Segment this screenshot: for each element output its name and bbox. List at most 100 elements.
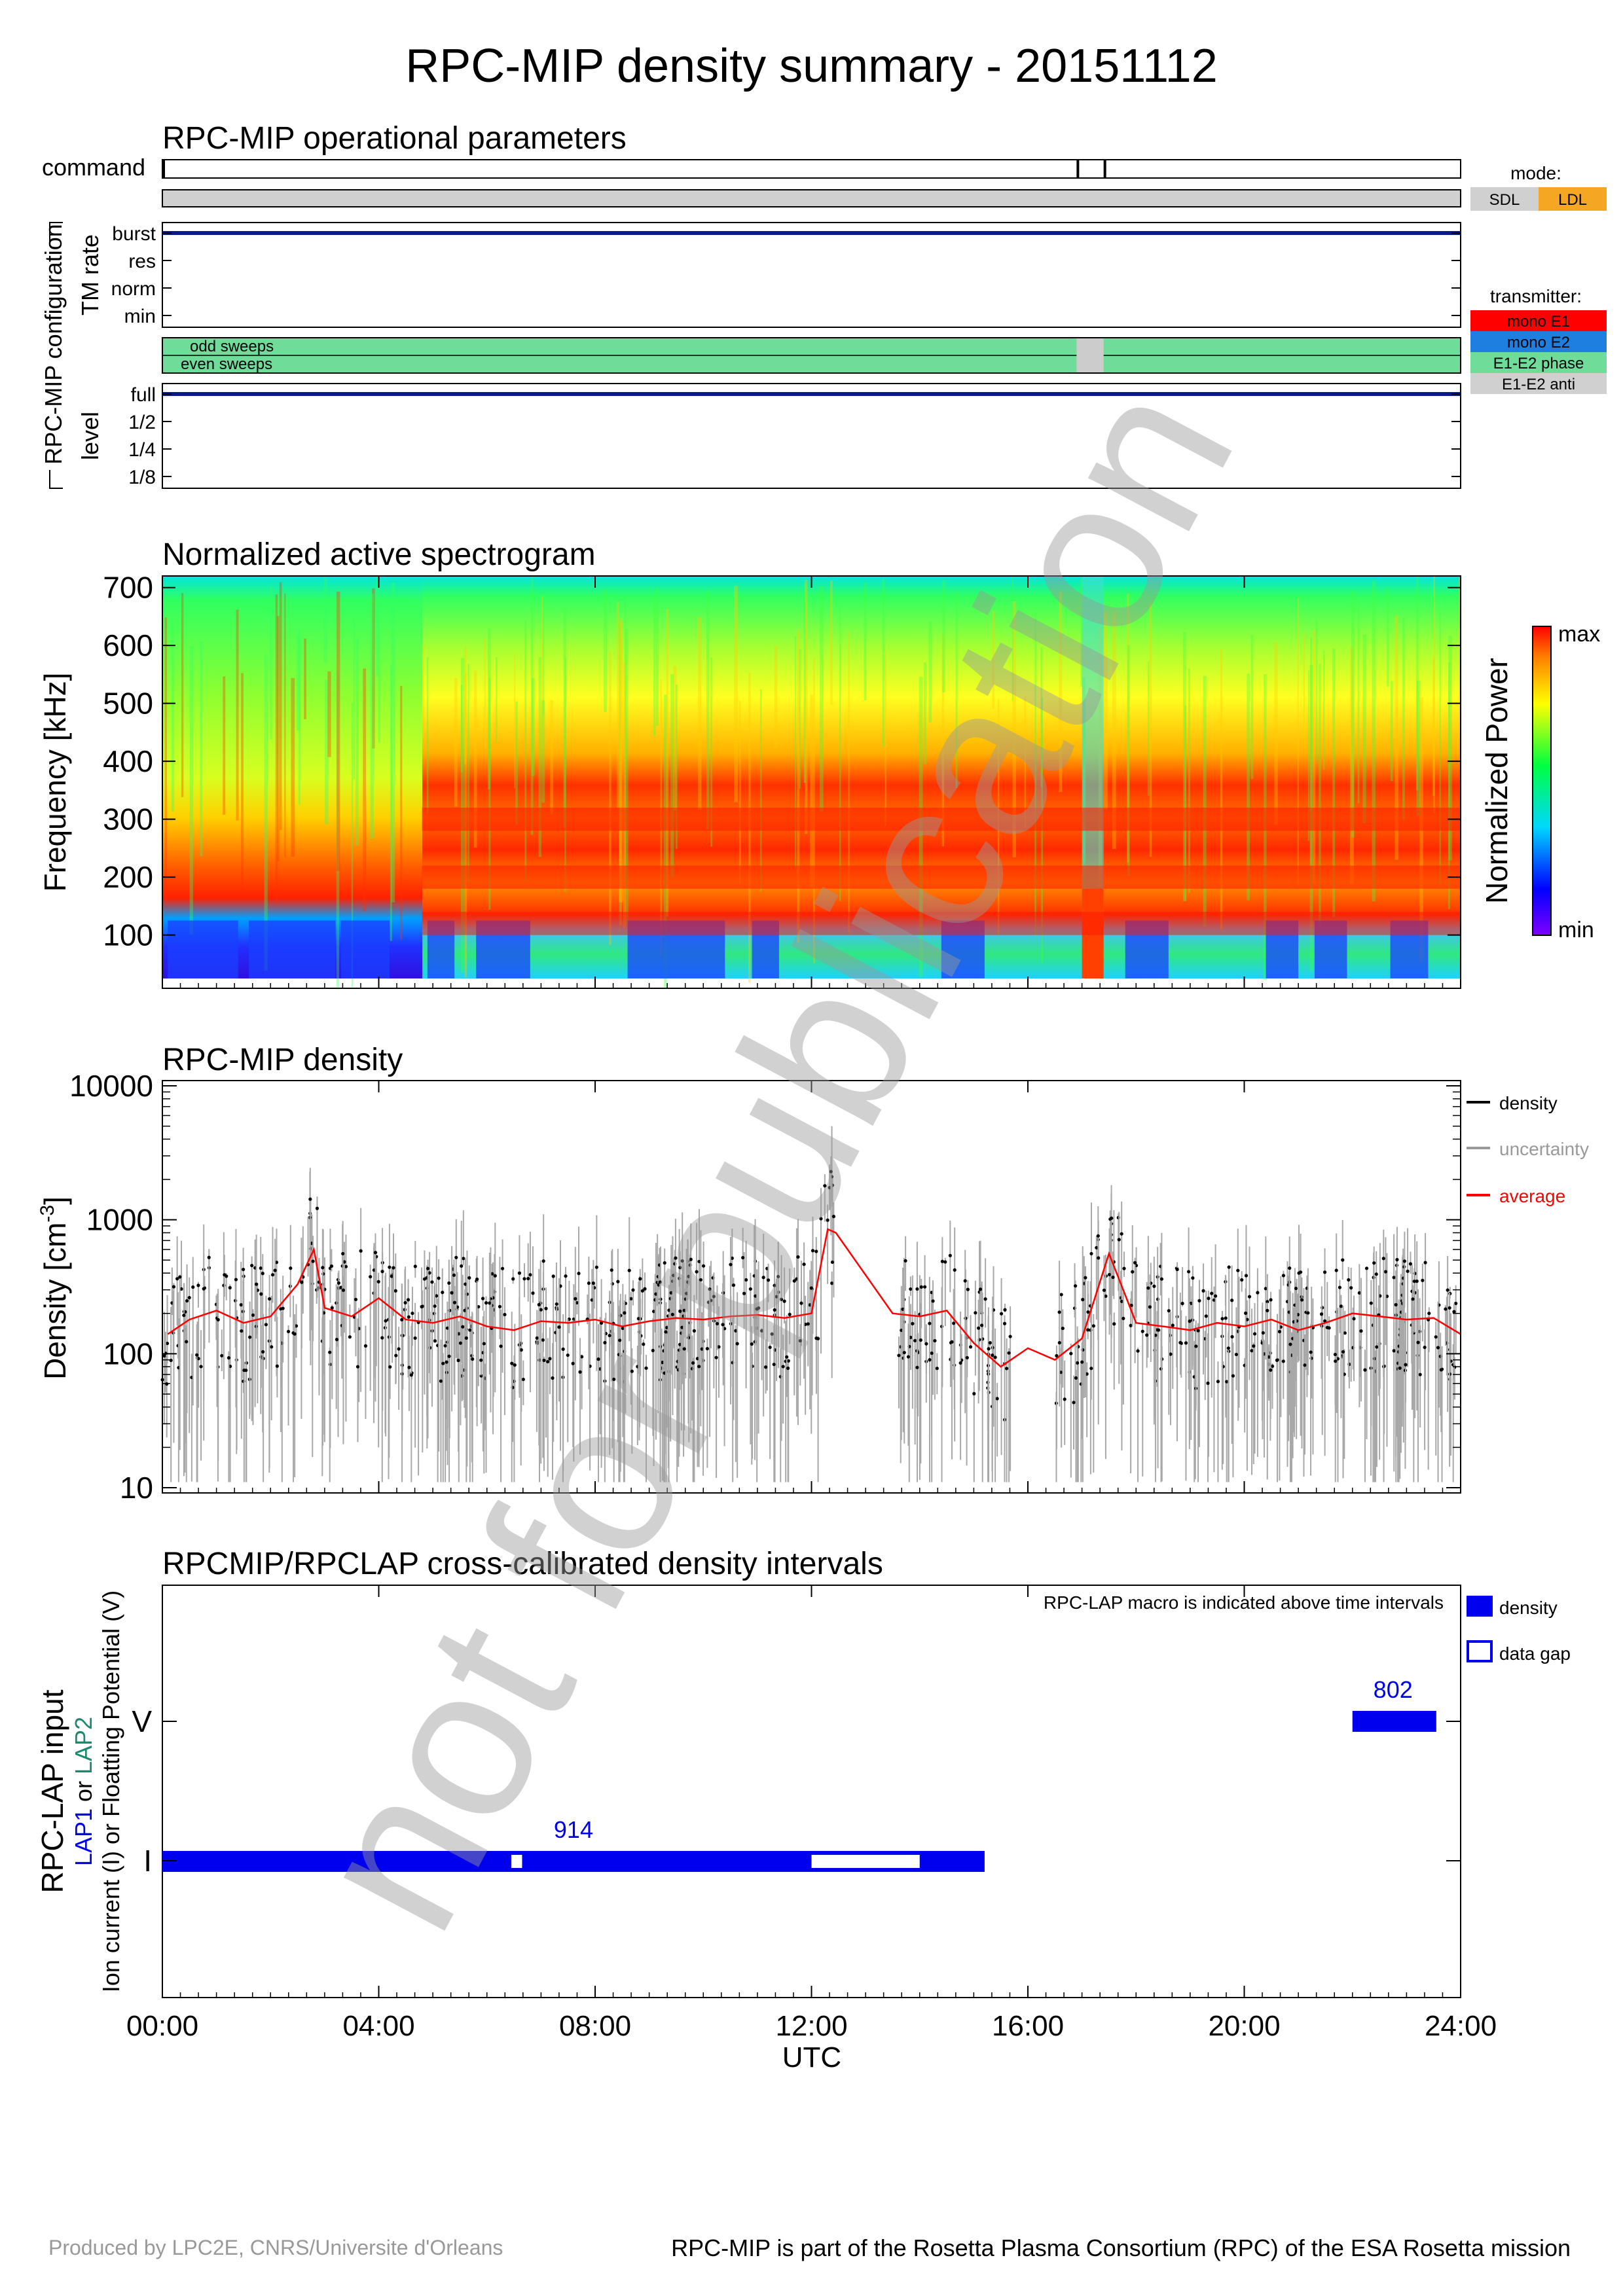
spectrogram-streak [467, 664, 469, 882]
density-point [488, 1301, 492, 1305]
page-title: RPC-MIP density summary - 20151112 [405, 40, 1218, 92]
spectrogram-streak [200, 641, 203, 857]
density-point [1081, 1298, 1085, 1302]
spectrogram-low-patch [249, 920, 336, 978]
density-point [629, 1297, 633, 1300]
spectrogram-streak [336, 670, 340, 990]
density-point [798, 1338, 802, 1343]
density-point [1412, 1280, 1416, 1283]
density-point [695, 1270, 699, 1274]
density-plot [160, 1126, 1461, 1482]
density-point [329, 1264, 334, 1268]
spectrogram-streak [1433, 577, 1435, 814]
density-point [259, 1266, 263, 1270]
density-point [826, 1218, 830, 1222]
lap-legend-density-label: density [1499, 1598, 1558, 1618]
spectrogram-streak [351, 703, 354, 988]
density-point [1145, 1333, 1149, 1337]
spectrogram-streak [955, 591, 958, 788]
spectrogram-streak [1034, 613, 1037, 937]
density-point [1230, 1299, 1234, 1302]
density-point [1007, 1351, 1011, 1355]
density-point [697, 1259, 701, 1264]
spectrogram-streak [795, 636, 797, 869]
spectrogram-streak [1303, 632, 1305, 736]
density-point [1122, 1316, 1125, 1321]
density-point [1448, 1306, 1451, 1310]
density-point [1063, 1397, 1067, 1401]
density-point [1444, 1307, 1448, 1311]
density-point [1347, 1278, 1351, 1282]
density-point [1392, 1349, 1396, 1353]
density-point [555, 1302, 558, 1306]
density-point [475, 1277, 479, 1282]
spectrogram-band [422, 807, 1461, 831]
density-point [1097, 1256, 1101, 1260]
density-point [1122, 1266, 1126, 1270]
density-point [782, 1299, 786, 1303]
density-point [400, 1318, 404, 1321]
spectrogram-streak [538, 656, 541, 857]
density-point [467, 1276, 471, 1280]
density-point [500, 1266, 505, 1270]
spectrogram-band [422, 912, 1461, 935]
density-point [430, 1280, 434, 1284]
density-point [187, 1296, 191, 1300]
density-point [596, 1357, 600, 1361]
spectrogram-streak [820, 586, 824, 812]
density-point [636, 1317, 640, 1321]
density-point [1436, 1346, 1440, 1350]
density-point [428, 1271, 431, 1275]
density-point [742, 1291, 746, 1295]
density-point [958, 1361, 962, 1365]
density-point [259, 1292, 263, 1296]
density-point [407, 1365, 411, 1369]
density-point [978, 1287, 983, 1291]
density-point [643, 1287, 647, 1291]
density-point [1104, 1294, 1108, 1299]
density-point [658, 1280, 662, 1284]
density-point [1188, 1319, 1192, 1323]
spectrogram-streak [1247, 673, 1250, 901]
legend-density-label: density [1499, 1093, 1558, 1113]
density-point [963, 1279, 967, 1283]
density-point [220, 1354, 224, 1357]
spectrogram-streak [1220, 649, 1223, 930]
density-point [811, 1249, 815, 1253]
density-point [1423, 1261, 1427, 1265]
density-ytick-label: 10 [120, 1471, 153, 1505]
density-point [551, 1274, 555, 1278]
spectrogram-streak [426, 657, 429, 814]
lap-ylabel-main: RPC-LAP input [35, 1689, 69, 1893]
density-point [897, 1354, 901, 1357]
x-tick-label: 16:00 [992, 2010, 1064, 2042]
density-point [734, 1329, 738, 1333]
density-point [968, 1345, 973, 1349]
colorbar [1532, 626, 1552, 936]
density-point [531, 1291, 535, 1295]
density-point [454, 1255, 458, 1259]
density-point [983, 1297, 987, 1301]
spectrogram-streak [353, 619, 356, 780]
density-point [289, 1266, 293, 1270]
density-point [1392, 1276, 1396, 1280]
density-point [902, 1350, 906, 1355]
density-point [1184, 1341, 1188, 1345]
density-point [1411, 1297, 1415, 1301]
spectrogram-low-patch [340, 920, 390, 978]
density-point [1343, 1331, 1347, 1335]
tx-phase-label: E1-E2 phase [1493, 355, 1584, 372]
tm-rate-label: TM rate [77, 234, 103, 315]
density-point [909, 1335, 913, 1340]
density-point [196, 1357, 200, 1361]
spectrogram-ytick-label: 500 [103, 687, 153, 721]
density-point [1298, 1270, 1303, 1274]
spectrogram-streak [530, 576, 534, 835]
density-point [922, 1285, 927, 1289]
density-point [1133, 1261, 1137, 1265]
lap-gap-i [511, 1855, 522, 1868]
density-point [281, 1306, 285, 1310]
level-tick-label: 1/4 [128, 439, 156, 461]
density-point [965, 1355, 969, 1359]
spectrogram-streak [236, 609, 239, 821]
